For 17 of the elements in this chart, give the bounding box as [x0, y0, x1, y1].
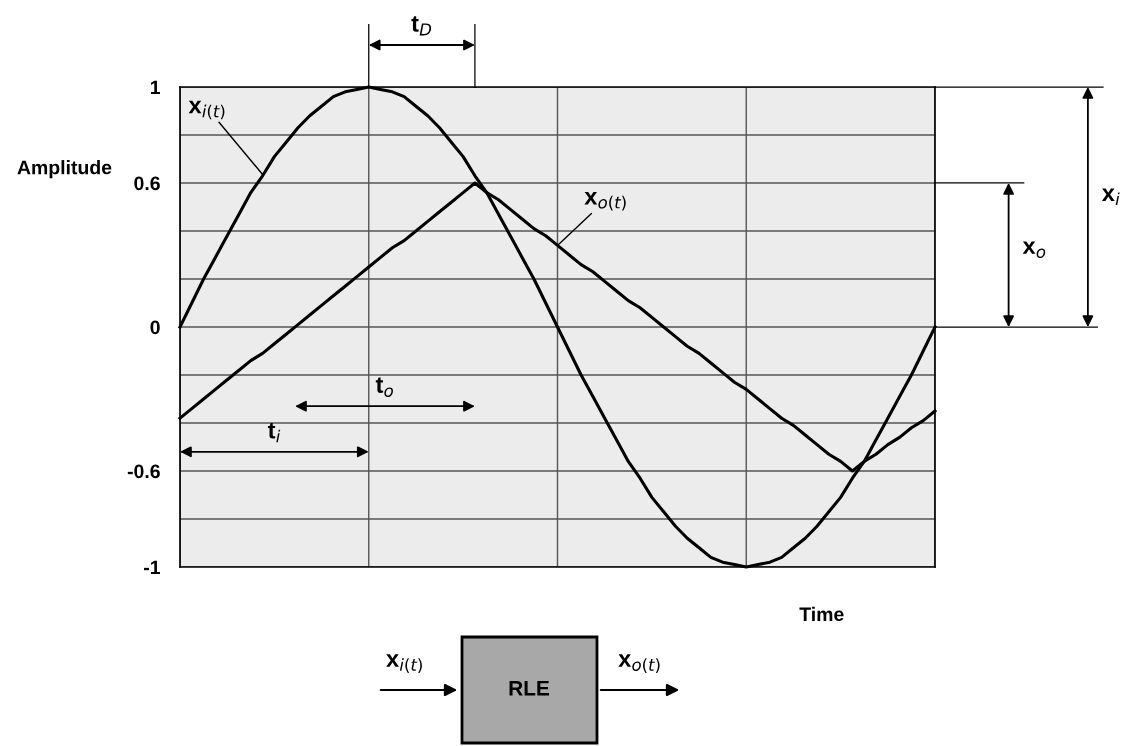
- text: t$_{D}$: [411, 16, 432, 36]
- text: x$_{o(t)}$: [618, 654, 660, 673]
- y-tick-label: 0.6: [134, 176, 160, 191]
- annotation: t$_{i}$: [267, 422, 281, 443]
- y-tick-label: -0.6: [127, 464, 160, 479]
- text: x$_{i(t)}$: [188, 100, 225, 120]
- text: x$_{i}$: [1101, 188, 1120, 205]
- series-label: x$_{o(t)}$: [584, 192, 626, 211]
- y-axis-title: Amplitude: [17, 160, 112, 179]
- y-tick-label: -1: [144, 560, 161, 575]
- text: x$_{i(t)}$: [386, 654, 422, 673]
- x-axis-title: Time: [799, 606, 844, 622]
- y-tick-label: 0: [150, 320, 160, 335]
- y-tick-label: 1: [150, 80, 161, 95]
- annotation: t$_{o}$: [375, 377, 393, 397]
- text: x$_{o}$: [1022, 241, 1046, 258]
- text: RLE: [509, 681, 550, 696]
